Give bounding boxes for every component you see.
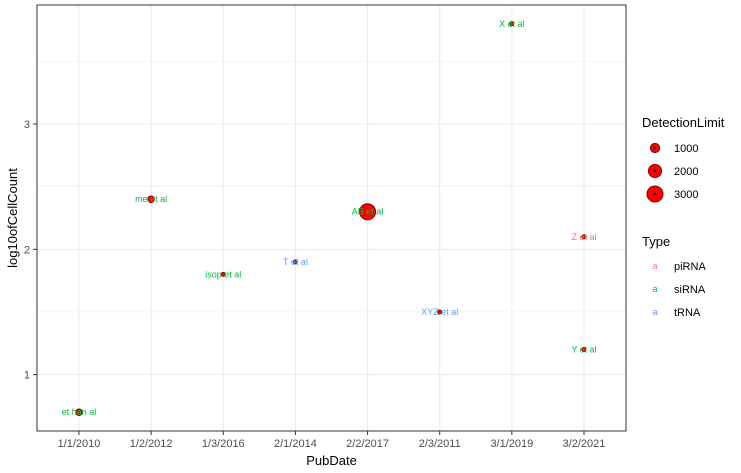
x-axis-title: PubDate <box>306 453 357 468</box>
x-tick-label: 2/1/2014 <box>274 438 317 450</box>
data-point <box>581 347 587 353</box>
data-point <box>359 203 377 221</box>
point-label: me et al <box>135 194 167 204</box>
legend-type-label: piRNA <box>674 261 706 273</box>
y-tick-label: 3 <box>24 119 30 131</box>
point-label: et han al <box>62 407 97 417</box>
legend-type-key: a <box>652 261 657 271</box>
x-tick-label: 1/1/2010 <box>58 438 101 450</box>
point-label: Z et al <box>571 232 596 242</box>
legend-detection-limit-title: DetectionLimit <box>642 115 725 130</box>
point-labels: et han al me et al isop et al T et al AB et … <box>62 19 597 417</box>
legend-size-label: 1000 <box>674 143 698 155</box>
point-label: XYZ et al <box>421 307 458 317</box>
legend-type-key: a <box>652 307 657 317</box>
point-label: T et al <box>283 257 308 267</box>
y-axis: 1 2 3 <box>24 119 37 382</box>
x-axis: 1/1/2010 1/2/2012 1/3/2016 2/1/2014 2/2/2017… <box>58 431 606 450</box>
data-point <box>147 195 155 203</box>
point-label: AB et al <box>352 207 384 217</box>
legend-type-label: siRNA <box>674 284 706 296</box>
data-point <box>75 408 83 416</box>
data-point <box>437 309 443 315</box>
panel-border <box>36 4 627 432</box>
legend-size-key-center <box>653 192 657 196</box>
legend-type-title: Type <box>642 234 670 249</box>
data-point <box>292 259 298 265</box>
y-tick-label: 2 <box>24 244 30 256</box>
y-axis-title: log10ofCellCount <box>5 168 20 268</box>
x-tick-label: 3/1/2019 <box>490 438 533 450</box>
legend-type: Type a piRNA a siRNA a tRNA <box>642 234 706 319</box>
x-tick-label: 1/3/2016 <box>202 438 245 450</box>
y-tick-label: 1 <box>24 370 30 382</box>
legend-type-key: a <box>652 284 657 294</box>
point-label: Y et al <box>571 345 596 355</box>
legend-detection-limit: DetectionLimit 1000 2000 3000 <box>642 115 725 203</box>
data-point <box>509 21 515 27</box>
legend-size-label: 2000 <box>674 166 698 178</box>
legend-size-key-center <box>653 169 657 173</box>
x-tick-label: 1/2/2012 <box>130 438 173 450</box>
legend-size-label: 3000 <box>674 189 698 201</box>
x-tick-label: 3/2/2021 <box>563 438 606 450</box>
points <box>75 21 587 416</box>
data-point <box>581 234 587 240</box>
legend-type-label: tRNA <box>674 307 701 319</box>
point-label: X et al <box>499 19 525 29</box>
x-tick-label: 2/2/2017 <box>346 438 389 450</box>
data-point <box>220 271 226 277</box>
legend-size-key-center <box>653 146 657 150</box>
x-tick-label: 2/3/2011 <box>419 438 461 450</box>
point-label: isop et al <box>205 269 241 279</box>
